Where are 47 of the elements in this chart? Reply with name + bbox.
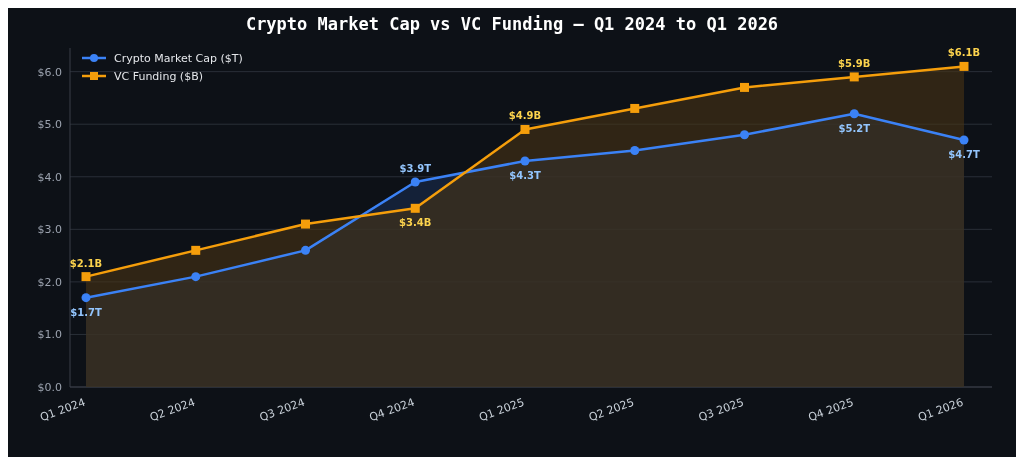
- y-tick-label: $5.0: [37, 118, 62, 132]
- y-tick-label: $2.0: [37, 275, 62, 289]
- data-label: $4.3T: [509, 170, 541, 181]
- y-tick-label: $1.0: [37, 328, 62, 342]
- y-tick-label: $3.0: [37, 223, 62, 237]
- point: [740, 130, 749, 140]
- point: [410, 177, 420, 187]
- data-label: $4.7T: [948, 148, 980, 160]
- data-label: $5.9B: [838, 57, 871, 69]
- point: [520, 124, 530, 134]
- point: [849, 72, 859, 82]
- point: [849, 109, 859, 119]
- point: [191, 245, 201, 255]
- point: [740, 82, 749, 92]
- x-tick-label: Q2 2024: [148, 395, 197, 424]
- x-tick-label: Q1 2024: [38, 395, 88, 424]
- x-tick-label: Q1 2025: [477, 395, 527, 424]
- point: [630, 103, 640, 113]
- data-label: $6.1B: [947, 47, 981, 59]
- x-tick-label: Q4 2024: [367, 395, 417, 424]
- x-tick-label: Q3 2025: [696, 395, 746, 424]
- point: [959, 61, 969, 71]
- point: [959, 135, 969, 145]
- point: [301, 219, 310, 229]
- x-tick-label: Q2 2025: [587, 395, 636, 424]
- point: [630, 145, 640, 155]
- y-tick-label: $4.0: [37, 170, 62, 184]
- data-label: $4.9B: [508, 110, 542, 122]
- data-label: $3.9T: [399, 163, 432, 175]
- point: [81, 293, 91, 303]
- legend-label: VC Funding ($B): [114, 69, 203, 83]
- data-label: $1.7T: [70, 306, 102, 318]
- x-tick-label: Q3 2024: [257, 395, 307, 424]
- x-tick-label: Q1 2026: [916, 395, 966, 424]
- point: [410, 203, 420, 213]
- chart-title: Crypto Market Cap vs VC Funding — Q1 2024 to Q1 2026: [245, 14, 779, 34]
- y-tick-label: $0.0: [37, 380, 62, 394]
- legend-label: Crypto Market Cap ($T): [114, 51, 243, 65]
- y-tick-label: $6.0: [37, 65, 62, 79]
- x-tick-label: Q4 2025: [806, 395, 856, 424]
- point: [301, 245, 310, 255]
- data-label: $5.2T: [838, 122, 871, 134]
- data-label: $3.4B: [399, 217, 432, 229]
- point: [191, 272, 201, 282]
- point: [81, 272, 91, 282]
- point: [520, 156, 530, 166]
- data-label: $2.1B: [69, 257, 103, 269]
